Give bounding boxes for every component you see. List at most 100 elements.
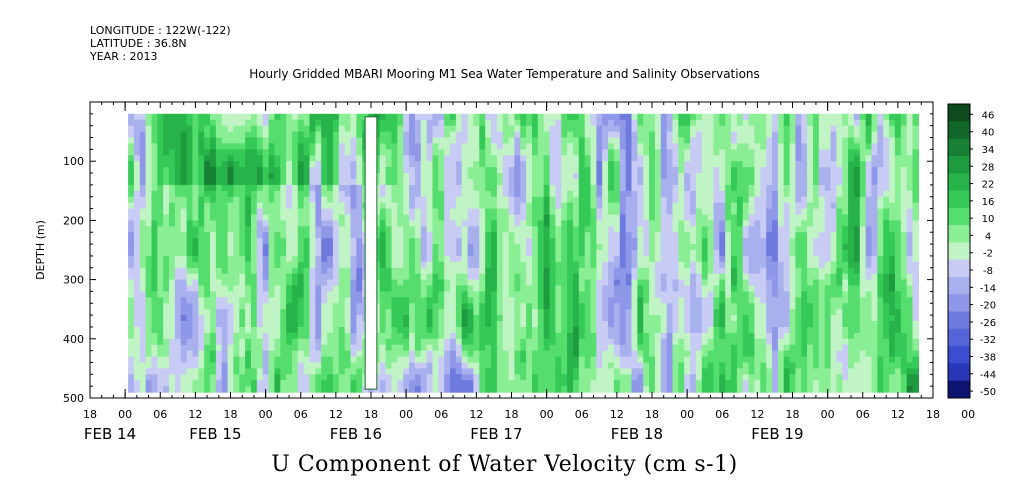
- heatmap-cell: [467, 386, 475, 393]
- heatmap-cell: [420, 338, 428, 346]
- heatmap-cell: [573, 350, 580, 358]
- heatmap-cell: [350, 119, 357, 127]
- heatmap-cell: [502, 131, 510, 139]
- heatmap-cell: [444, 137, 451, 144]
- heatmap-cell: [297, 356, 305, 364]
- heatmap-cell: [327, 332, 334, 340]
- heatmap-cell: [391, 261, 398, 269]
- heatmap-cell: [444, 238, 451, 245]
- heatmap-cell: [707, 303, 715, 310]
- heatmap-cell: [221, 173, 229, 180]
- heatmap-cell: [192, 332, 199, 340]
- heatmap-cell: [660, 273, 668, 281]
- heatmap-cell: [707, 167, 715, 174]
- heatmap-cell: [227, 380, 235, 387]
- heatmap-cell: [637, 131, 644, 139]
- heatmap-cell: [239, 119, 246, 127]
- heatmap-cell: [262, 273, 270, 281]
- heatmap-cell: [713, 327, 720, 334]
- heatmap-cell: [666, 250, 674, 257]
- heatmap-cell: [660, 214, 668, 221]
- heatmap-cell: [397, 113, 404, 121]
- heatmap-cell: [573, 362, 580, 369]
- heatmap-cell: [409, 303, 416, 310]
- heatmap-cell: [180, 184, 188, 192]
- heatmap-cell: [239, 131, 246, 139]
- heatmap-cell: [520, 238, 527, 245]
- heatmap-cell: [613, 350, 621, 358]
- heatmap-cell: [502, 155, 510, 162]
- heatmap-cell: [157, 285, 164, 292]
- heatmap-cell: [625, 255, 633, 263]
- heatmap-cell: [561, 356, 568, 364]
- heatmap-cell: [485, 208, 492, 216]
- heatmap-cell: [245, 261, 252, 269]
- heatmap-cell: [590, 350, 597, 358]
- heatmap-cell: [385, 350, 393, 358]
- heatmap-cell: [444, 214, 451, 221]
- heatmap-cell: [619, 125, 627, 133]
- heatmap-cell: [145, 356, 153, 364]
- heatmap-cell: [707, 155, 715, 162]
- heatmap-cell: [262, 332, 270, 340]
- heatmap-cell: [584, 173, 592, 180]
- heatmap-cell: [561, 303, 568, 310]
- heatmap-cell: [145, 137, 153, 144]
- heatmap-cell: [297, 131, 305, 139]
- heatmap-cell: [251, 220, 258, 227]
- heatmap-cell: [742, 255, 750, 263]
- heatmap-cell: [356, 386, 363, 393]
- heatmap-cell: [678, 338, 685, 346]
- heatmap-cell: [678, 190, 685, 198]
- heatmap-cell: [227, 208, 235, 216]
- heatmap-cell: [444, 119, 451, 127]
- heatmap-cell: [619, 321, 627, 328]
- heatmap-cell: [198, 297, 205, 304]
- heatmap-cell: [145, 113, 153, 121]
- heatmap-cell: [573, 244, 580, 251]
- heatmap-cell: [736, 315, 744, 322]
- heatmap-cell: [245, 184, 252, 192]
- heatmap-cell: [514, 173, 521, 180]
- heatmap-cell: [379, 155, 387, 162]
- heatmap-cell: [455, 338, 463, 346]
- heatmap-cell: [567, 161, 574, 168]
- heatmap-cell: [713, 196, 720, 204]
- heatmap-cell: [256, 220, 264, 227]
- heatmap-cell: [215, 386, 223, 393]
- heatmap-cell: [303, 143, 311, 150]
- heatmap-cell: [526, 137, 533, 144]
- heatmap-cell: [526, 273, 533, 281]
- heatmap-cell: [461, 155, 469, 162]
- heatmap-cell: [596, 149, 603, 156]
- heatmap-cell: [420, 131, 428, 139]
- heatmap-cell: [532, 273, 539, 281]
- heatmap-cell: [128, 267, 135, 275]
- heatmap-cell: [502, 303, 510, 310]
- heatmap-cell: [479, 190, 486, 198]
- heatmap-cell: [274, 244, 281, 251]
- heatmap-cell: [239, 220, 246, 227]
- heatmap-cell: [666, 267, 674, 275]
- heatmap-cell: [151, 386, 158, 393]
- heatmap-cell: [385, 184, 393, 192]
- heatmap-cell: [204, 321, 211, 328]
- heatmap-cell: [409, 179, 416, 186]
- heatmap-cell: [467, 208, 475, 216]
- heatmap-cell: [719, 244, 726, 251]
- heatmap-cell: [256, 338, 264, 346]
- heatmap-cell: [180, 196, 188, 204]
- heatmap-cell: [491, 386, 498, 393]
- heatmap-cell: [432, 226, 439, 233]
- heatmap-cell: [625, 119, 633, 127]
- heatmap-cell: [742, 137, 750, 144]
- heatmap-cell: [491, 179, 498, 186]
- heatmap-cell: [233, 143, 240, 150]
- heatmap-cell: [350, 190, 357, 198]
- heatmap-cell: [426, 125, 434, 133]
- heatmap-cell: [666, 137, 674, 144]
- heatmap-cell: [356, 315, 363, 322]
- heatmap-cell: [526, 119, 533, 127]
- heatmap-cell: [397, 137, 404, 144]
- heatmap-cell: [584, 332, 592, 340]
